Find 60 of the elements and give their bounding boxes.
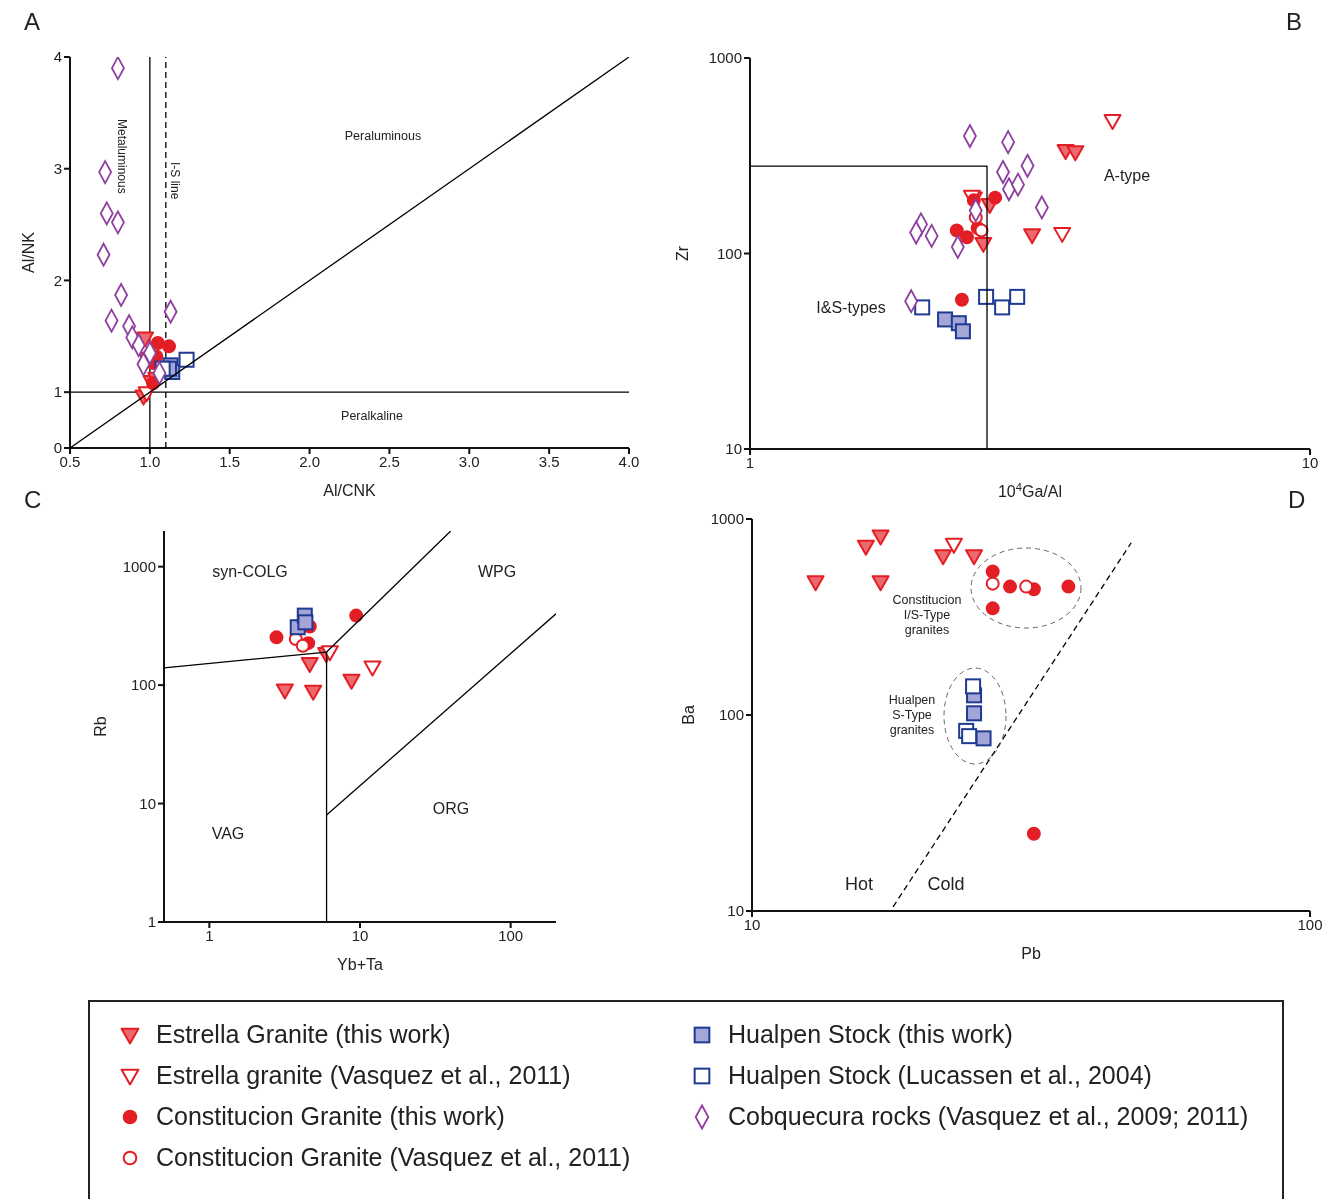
x-tick-label: 2.0: [299, 452, 320, 470]
x-axis-title: 10$^{4}$Ga/Al: [997, 481, 1063, 500]
x-tick-label: 100: [498, 926, 524, 944]
x-tick-label: 10: [351, 926, 369, 944]
y-tick-label: 100: [130, 676, 156, 694]
x-tick-label: 4.0: [618, 452, 640, 470]
annotation: WPG: [476, 562, 518, 582]
legend-label: Estrella granite (Vasquez et al., 2011): [156, 1061, 571, 1090]
x-axis-title: Al/CNK: [323, 482, 377, 499]
chart-title: C: [24, 486, 42, 514]
y-tick-label: 0: [53, 439, 62, 457]
y-tick-label: 3: [53, 160, 62, 178]
legend-label: Constitucion Granite (Vasquez et al., 2011): [156, 1143, 631, 1172]
ref-line-label: Metaluminous: [114, 119, 129, 194]
legend-label: Hualpen Stock (Lucassen et al., 2004): [728, 1061, 1152, 1090]
y-tick-label: 10: [725, 440, 742, 458]
y-tick-label: 1000: [710, 510, 744, 528]
y-axis-title: Rb: [92, 716, 109, 737]
y-axis-title: Zr: [674, 245, 691, 262]
x-tick-label: 10: [1301, 453, 1319, 471]
annotation: VAG: [210, 824, 246, 844]
y-tick-label: 4: [53, 48, 62, 66]
x-tick-label: 3.5: [538, 452, 560, 470]
x-tick-label: 2.5: [379, 452, 400, 470]
y-tick-label: 10: [727, 902, 744, 920]
x-tick-label: 0.5: [59, 452, 81, 470]
x-tick-label: 3.0: [458, 452, 480, 470]
chart-title: D: [1288, 486, 1306, 514]
annotation: Hot: [844, 874, 873, 895]
legend-label: Hualpen Stock (this work): [728, 1020, 1013, 1049]
x-tick-label: 1.0: [139, 452, 161, 470]
annotation: A-type: [1102, 166, 1152, 186]
y-axis-title: Ba: [680, 705, 697, 725]
chart-title: B: [1286, 8, 1303, 36]
x-axis-title: Yb+Ta: [337, 956, 384, 973]
legend-label: Cobquecura rocks (Vasquez et al., 2009; 2011): [728, 1102, 1249, 1131]
y-axis-title: Al/NK: [20, 231, 37, 273]
y-tick-label: 1000: [122, 557, 156, 575]
x-tick-label: 1: [745, 453, 755, 471]
annotation: Cold: [927, 874, 965, 895]
legend-label: Constitucion Granite (this work): [156, 1102, 505, 1131]
y-tick-label: 1: [53, 383, 62, 401]
y-tick-label: 100: [716, 244, 742, 262]
annotation: Peraluminous: [343, 128, 423, 144]
annotation: syn-COLG: [212, 563, 288, 581]
y-tick-label: 10: [139, 794, 156, 812]
annotation: Hualpen S-Type granites: [887, 692, 937, 738]
x-tick-label: 1: [205, 926, 214, 944]
y-tick-label: 1000: [708, 49, 742, 67]
annotation: ORG: [431, 799, 471, 819]
x-tick-label: 1.5: [219, 452, 241, 470]
x-axis-title: Pb: [1021, 945, 1041, 962]
annotation: Peralkaline: [340, 408, 404, 424]
y-tick-label: 2: [53, 271, 62, 289]
annotation: I&S-types: [815, 298, 887, 318]
legend-label: Estrella Granite (this work): [156, 1020, 451, 1049]
annotation: Constitucion I/S-Type granites: [891, 592, 963, 638]
y-tick-label: 100: [718, 706, 744, 724]
ref-line-label: I-S line: [167, 162, 182, 200]
chart-title: A: [24, 8, 41, 36]
